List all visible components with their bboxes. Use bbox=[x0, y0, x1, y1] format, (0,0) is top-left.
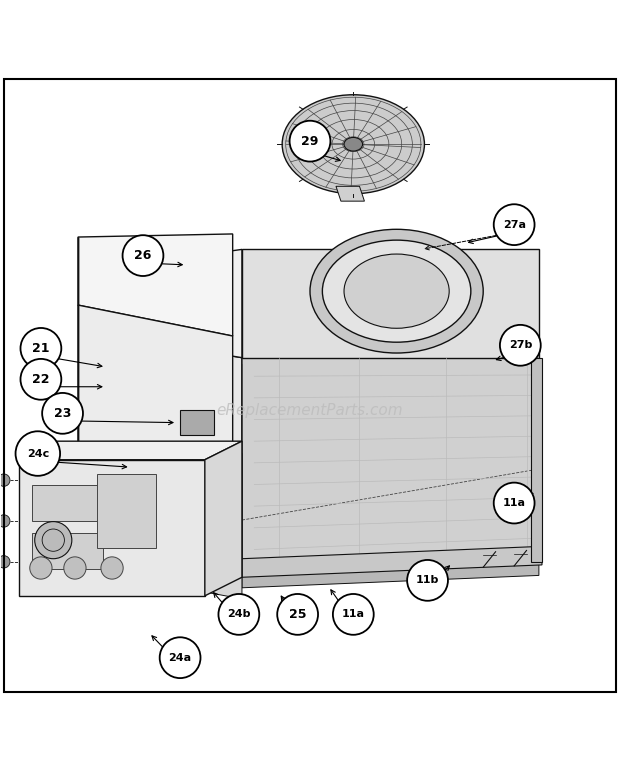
Polygon shape bbox=[336, 187, 365, 201]
Ellipse shape bbox=[282, 95, 425, 194]
Circle shape bbox=[160, 638, 200, 678]
Text: 11b: 11b bbox=[416, 575, 439, 585]
FancyBboxPatch shape bbox=[32, 485, 103, 521]
Ellipse shape bbox=[322, 240, 471, 342]
Ellipse shape bbox=[344, 137, 363, 151]
Text: 27b: 27b bbox=[508, 340, 532, 350]
Circle shape bbox=[42, 393, 83, 434]
Circle shape bbox=[277, 594, 318, 635]
Ellipse shape bbox=[310, 229, 483, 353]
Polygon shape bbox=[242, 562, 539, 588]
Polygon shape bbox=[78, 305, 232, 568]
Text: 11a: 11a bbox=[503, 498, 526, 508]
Text: 29: 29 bbox=[301, 135, 319, 148]
Circle shape bbox=[494, 204, 534, 245]
Text: 25: 25 bbox=[289, 608, 306, 621]
Polygon shape bbox=[165, 447, 192, 577]
Circle shape bbox=[30, 557, 52, 579]
Circle shape bbox=[218, 594, 259, 635]
Circle shape bbox=[64, 557, 86, 579]
Text: 26: 26 bbox=[135, 249, 152, 262]
Polygon shape bbox=[109, 336, 242, 574]
FancyBboxPatch shape bbox=[32, 533, 103, 568]
Polygon shape bbox=[78, 234, 232, 336]
Circle shape bbox=[494, 483, 534, 524]
Text: 11a: 11a bbox=[342, 609, 365, 619]
Circle shape bbox=[333, 594, 374, 635]
Circle shape bbox=[290, 121, 330, 162]
Polygon shape bbox=[242, 547, 542, 577]
Polygon shape bbox=[19, 460, 205, 596]
Polygon shape bbox=[19, 441, 242, 460]
Circle shape bbox=[20, 328, 61, 369]
Text: 22: 22 bbox=[32, 373, 50, 386]
Polygon shape bbox=[109, 562, 242, 588]
Circle shape bbox=[16, 431, 60, 476]
Polygon shape bbox=[531, 358, 542, 562]
Circle shape bbox=[20, 359, 61, 399]
Text: 24c: 24c bbox=[27, 449, 49, 459]
Circle shape bbox=[35, 522, 72, 559]
Circle shape bbox=[500, 325, 541, 365]
Polygon shape bbox=[205, 441, 242, 596]
Ellipse shape bbox=[344, 254, 449, 328]
Text: eReplacementParts.com: eReplacementParts.com bbox=[216, 402, 404, 418]
Text: 24a: 24a bbox=[169, 653, 192, 663]
Circle shape bbox=[0, 515, 10, 527]
FancyBboxPatch shape bbox=[180, 410, 214, 435]
Text: 24b: 24b bbox=[227, 609, 250, 619]
Polygon shape bbox=[109, 249, 242, 358]
Circle shape bbox=[0, 556, 10, 568]
Circle shape bbox=[407, 560, 448, 601]
Circle shape bbox=[0, 474, 10, 487]
FancyBboxPatch shape bbox=[97, 474, 156, 548]
Polygon shape bbox=[242, 249, 539, 358]
Polygon shape bbox=[192, 447, 242, 599]
Polygon shape bbox=[242, 358, 539, 574]
Circle shape bbox=[101, 557, 123, 579]
Text: 23: 23 bbox=[54, 407, 71, 420]
Text: 27a: 27a bbox=[503, 220, 526, 230]
Circle shape bbox=[123, 235, 164, 276]
Text: 21: 21 bbox=[32, 342, 50, 355]
